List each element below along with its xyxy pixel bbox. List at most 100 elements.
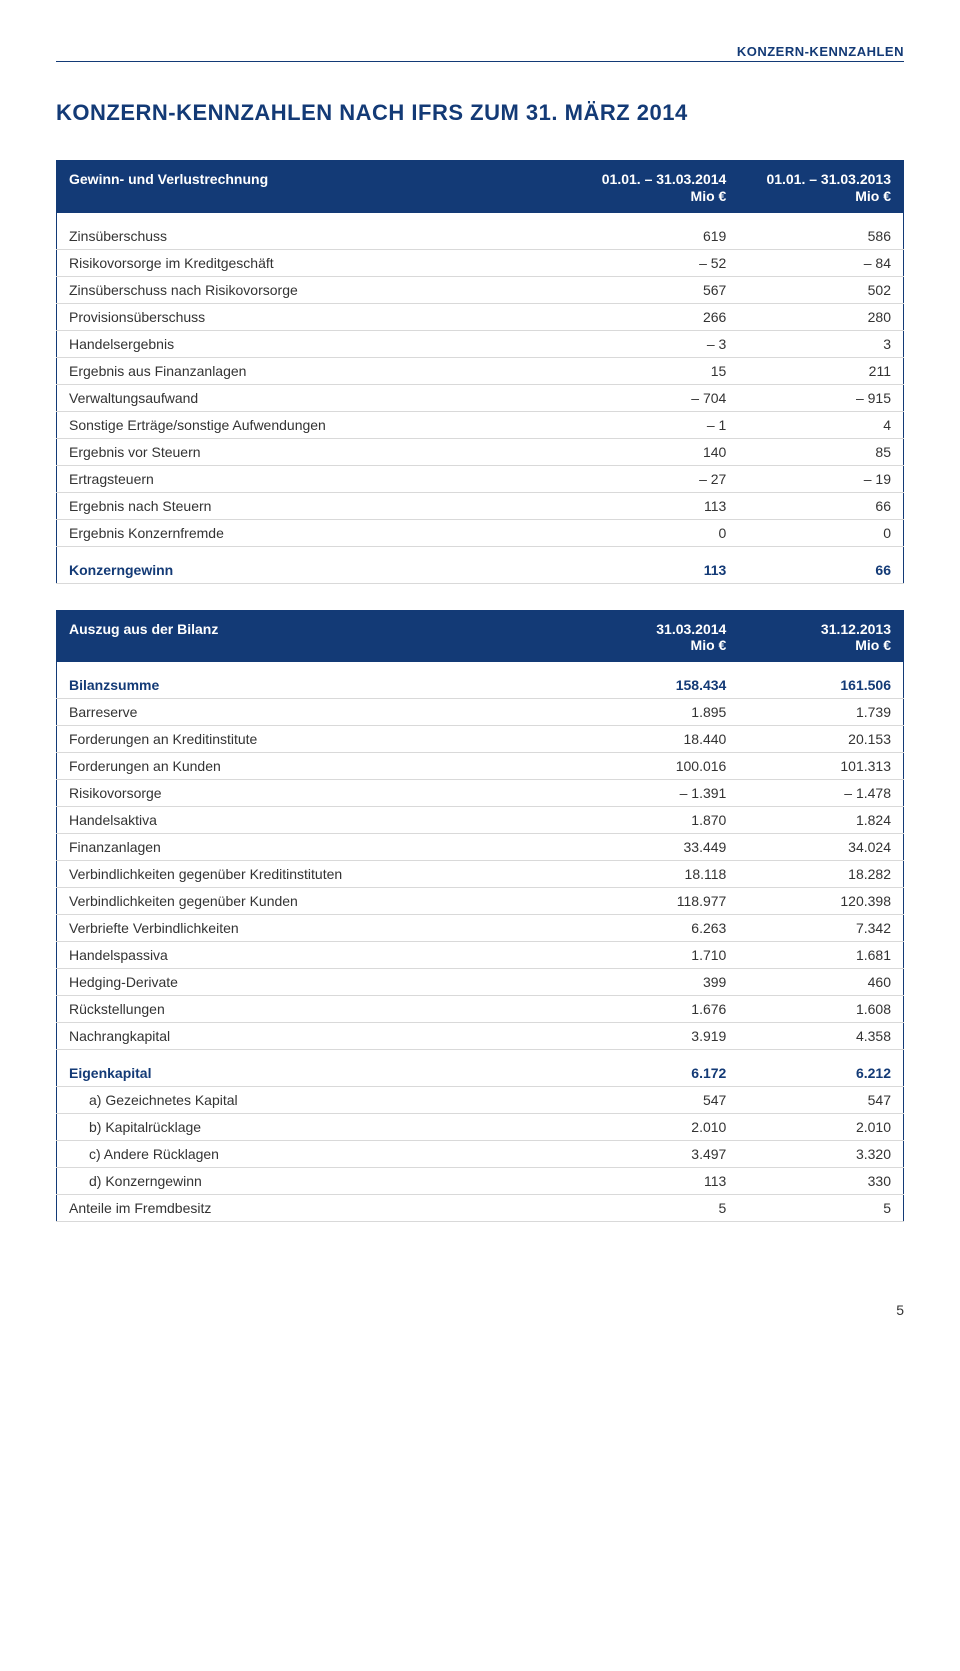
row-label: Hedging-Derivate xyxy=(57,969,574,996)
header-col1-date: 31.03.2014 xyxy=(656,621,726,637)
row-val: 3 xyxy=(738,330,903,357)
row-val: 4.358 xyxy=(738,1023,903,1050)
row-label: a) Gezeichnetes Kapital xyxy=(57,1087,574,1114)
row-val: – 1.391 xyxy=(573,780,738,807)
row-label: Handelsaktiva xyxy=(57,807,574,834)
table-row: Nachrangkapital3.9194.358 xyxy=(57,1023,904,1050)
table-row: Zinsüberschuss nach Risikovorsorge567502 xyxy=(57,276,904,303)
table-row: Verbindlichkeiten gegenüber Kreditinstit… xyxy=(57,861,904,888)
row-val: – 27 xyxy=(573,465,738,492)
row-val: 118.977 xyxy=(573,888,738,915)
row-val: 1.710 xyxy=(573,942,738,969)
header-col2: 31.12.2013 Mio € xyxy=(738,610,903,662)
table-row: Forderungen an Kreditinstitute18.44020.1… xyxy=(57,726,904,753)
row-val: 161.506 xyxy=(738,672,903,699)
table-row: Sonstige Erträge/sonstige Aufwendungen– … xyxy=(57,411,904,438)
row-val: 66 xyxy=(738,557,903,584)
table-total-row: Konzerngewinn11366 xyxy=(57,557,904,584)
row-val: 113 xyxy=(573,557,738,584)
row-label: Anteile im Fremdbesitz xyxy=(57,1195,574,1222)
row-label: Finanzanlagen xyxy=(57,834,574,861)
header-col1: 31.03.2014 Mio € xyxy=(573,610,738,662)
row-val: 6.212 xyxy=(738,1060,903,1087)
row-label: Barreserve xyxy=(57,699,574,726)
row-label: Rückstellungen xyxy=(57,996,574,1023)
row-val: – 915 xyxy=(738,384,903,411)
income-statement-table: Gewinn- und Verlustrechnung 01.01. – 31.… xyxy=(56,160,904,584)
table-row: Hedging-Derivate399460 xyxy=(57,969,904,996)
row-val: 3.320 xyxy=(738,1141,903,1168)
row-val: 280 xyxy=(738,303,903,330)
row-val: 1.895 xyxy=(573,699,738,726)
row-val: – 1.478 xyxy=(738,780,903,807)
table-summary-row: Bilanzsumme158.434161.506 xyxy=(57,672,904,699)
row-val: 547 xyxy=(573,1087,738,1114)
header-col2-unit: Mio € xyxy=(855,188,891,204)
row-val: 5 xyxy=(573,1195,738,1222)
row-label: Verbriefte Verbindlichkeiten xyxy=(57,915,574,942)
row-val: 266 xyxy=(573,303,738,330)
row-val: 586 xyxy=(738,223,903,250)
table-row: b) Kapitalrücklage2.0102.010 xyxy=(57,1114,904,1141)
row-label: Risikovorsorge im Kreditgeschäft xyxy=(57,249,574,276)
row-label: Forderungen an Kunden xyxy=(57,753,574,780)
row-label: Handelspassiva xyxy=(57,942,574,969)
row-val: 2.010 xyxy=(573,1114,738,1141)
row-val: 85 xyxy=(738,438,903,465)
header-col2-period: 01.01. – 31.03.2013 xyxy=(766,171,891,187)
page-number: 5 xyxy=(56,1302,904,1318)
table-row: Forderungen an Kunden100.016101.313 xyxy=(57,753,904,780)
row-val: 1.824 xyxy=(738,807,903,834)
row-val: 3.919 xyxy=(573,1023,738,1050)
table-row: Provisionsüberschuss266280 xyxy=(57,303,904,330)
row-val: 120.398 xyxy=(738,888,903,915)
row-val: 0 xyxy=(573,519,738,546)
row-val: 6.263 xyxy=(573,915,738,942)
header-col1-unit: Mio € xyxy=(691,637,727,653)
row-label: Verbindlichkeiten gegenüber Kunden xyxy=(57,888,574,915)
table-header-row: Gewinn- und Verlustrechnung 01.01. – 31.… xyxy=(57,161,904,213)
table-row: Anteile im Fremdbesitz55 xyxy=(57,1195,904,1222)
row-val: – 52 xyxy=(573,249,738,276)
row-val: 100.016 xyxy=(573,753,738,780)
row-label: Zinsüberschuss nach Risikovorsorge xyxy=(57,276,574,303)
row-val: – 1 xyxy=(573,411,738,438)
table-row: Ergebnis nach Steuern11366 xyxy=(57,492,904,519)
table-row: Zinsüberschuss619586 xyxy=(57,223,904,250)
row-val: 1.608 xyxy=(738,996,903,1023)
row-label: Ertragsteuern xyxy=(57,465,574,492)
page-title: KONZERN-KENNZAHLEN NACH IFRS ZUM 31. MÄR… xyxy=(56,100,904,126)
row-val: 140 xyxy=(573,438,738,465)
row-val: 33.449 xyxy=(573,834,738,861)
row-label: Eigenkapital xyxy=(57,1060,574,1087)
header-col2-date: 31.12.2013 xyxy=(821,621,891,637)
table-row: Handelspassiva1.7101.681 xyxy=(57,942,904,969)
row-val: – 19 xyxy=(738,465,903,492)
row-val: – 704 xyxy=(573,384,738,411)
row-val: 66 xyxy=(738,492,903,519)
row-val: 1.870 xyxy=(573,807,738,834)
row-label: Risikovorsorge xyxy=(57,780,574,807)
row-label: Handelsergebnis xyxy=(57,330,574,357)
table-section-row: Eigenkapital6.1726.212 xyxy=(57,1060,904,1087)
row-label: Zinsüberschuss xyxy=(57,223,574,250)
header-col1: 01.01. – 31.03.2014 Mio € xyxy=(573,161,738,213)
row-val: 4 xyxy=(738,411,903,438)
row-val: 158.434 xyxy=(573,672,738,699)
row-val: 1.739 xyxy=(738,699,903,726)
row-val: – 84 xyxy=(738,249,903,276)
header-label: Gewinn- und Verlustrechnung xyxy=(57,161,574,213)
table-row: Verbriefte Verbindlichkeiten6.2637.342 xyxy=(57,915,904,942)
row-val: 547 xyxy=(738,1087,903,1114)
row-label: Ergebnis Konzernfremde xyxy=(57,519,574,546)
row-val: 1.676 xyxy=(573,996,738,1023)
row-val: 7.342 xyxy=(738,915,903,942)
table-row: a) Gezeichnetes Kapital547547 xyxy=(57,1087,904,1114)
balance-sheet-table: Auszug aus der Bilanz 31.03.2014 Mio € 3… xyxy=(56,610,904,1223)
row-label: Nachrangkapital xyxy=(57,1023,574,1050)
row-label: Forderungen an Kreditinstitute xyxy=(57,726,574,753)
table-row: Rückstellungen1.6761.608 xyxy=(57,996,904,1023)
row-val: 2.010 xyxy=(738,1114,903,1141)
row-val: 101.313 xyxy=(738,753,903,780)
table-row: Handelsaktiva1.8701.824 xyxy=(57,807,904,834)
